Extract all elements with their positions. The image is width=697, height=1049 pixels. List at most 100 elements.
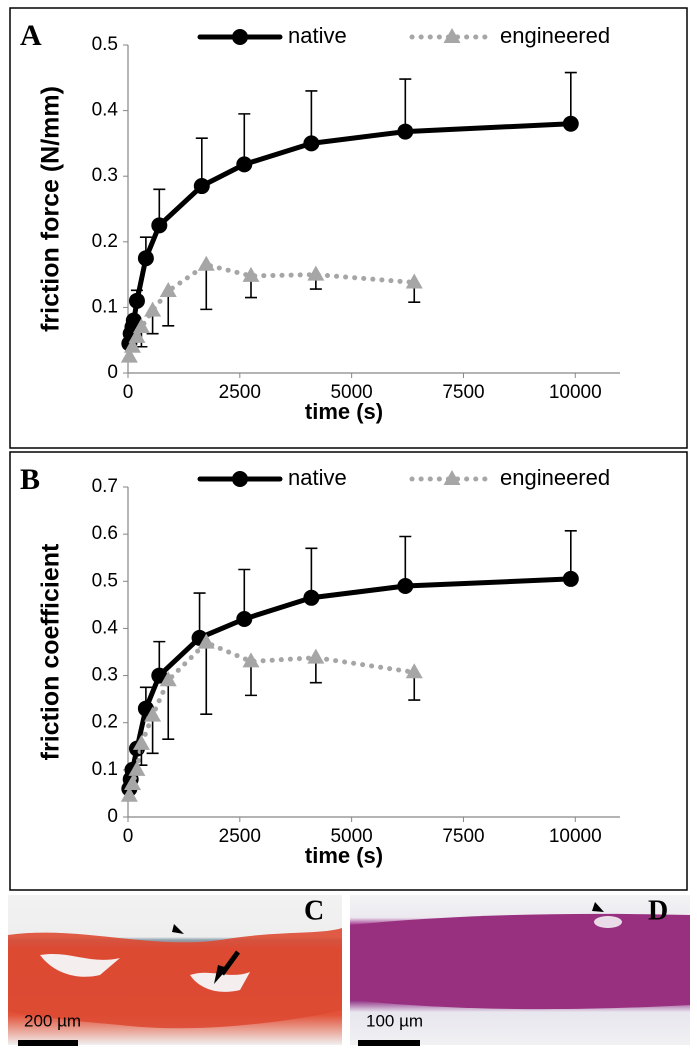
data-point [236, 611, 253, 627]
data-point [132, 318, 150, 334]
tissue-gap [190, 972, 250, 992]
series-line [126, 262, 417, 360]
y-tick-label: 0.5 [92, 570, 118, 591]
panel-frame [9, 7, 688, 449]
x-tick-label: 0 [123, 826, 134, 847]
legend-label: engineered [500, 23, 610, 48]
error-bar [399, 535, 412, 586]
x-tick-label: 2500 [219, 826, 261, 847]
tissue [8, 928, 342, 1029]
y-tick-label: 0 [107, 806, 118, 827]
tissue-highlight [594, 916, 622, 928]
error-bar [305, 90, 318, 144]
data-point [144, 301, 162, 317]
data-point [236, 156, 253, 173]
data-point [405, 663, 423, 679]
y-tick-label: 0.1 [92, 759, 118, 780]
series-line [126, 576, 574, 792]
legend-label: native [288, 23, 347, 48]
error-bar [305, 547, 318, 598]
panel-frame [9, 451, 688, 891]
data-point [151, 667, 168, 684]
panel-label: B [20, 463, 40, 496]
data-point [144, 706, 162, 722]
y-tick-label: 0 [107, 362, 118, 383]
series-line [126, 121, 574, 346]
y-axis-label: friction force (N/mm) [37, 86, 65, 332]
panel-label: A [20, 19, 42, 52]
x-tick-label: 10000 [549, 382, 602, 403]
scale-bar-label: 200 µm [24, 1011, 81, 1030]
x-tick-label: 7500 [442, 382, 484, 403]
data-point [128, 327, 146, 343]
data-point [159, 671, 177, 687]
arrowhead [172, 924, 184, 934]
data-point [159, 282, 177, 297]
data-point [405, 273, 423, 289]
data-point [151, 217, 168, 234]
y-tick-label: 0.3 [92, 165, 118, 186]
data-point [397, 123, 414, 140]
x-tick-label: 5000 [330, 826, 372, 847]
y-tick-label: 0.7 [92, 476, 118, 497]
legend-marker [232, 29, 248, 45]
data-point [137, 250, 154, 267]
legend-label: engineered [500, 465, 610, 490]
error-bar [238, 113, 251, 165]
data-point [397, 578, 414, 594]
tissue [350, 913, 690, 1010]
x-tick-label: 10000 [549, 826, 602, 847]
data-point [307, 648, 325, 664]
x-axis-label: time (s) [305, 399, 383, 424]
data-point [132, 734, 150, 750]
x-tick-label: 0 [123, 382, 134, 403]
data-point [128, 760, 146, 776]
error-bar [200, 642, 213, 716]
error-bar [399, 78, 412, 132]
data-point [123, 337, 141, 353]
data-point [128, 292, 145, 309]
y-tick-label: 0.3 [92, 665, 118, 686]
error-bar [238, 568, 251, 619]
y-tick-label: 0.2 [92, 712, 118, 733]
y-tick-label: 0.4 [92, 617, 119, 638]
data-point [197, 255, 215, 271]
error-bar [146, 715, 159, 755]
x-tick-label: 5000 [330, 382, 372, 403]
y-tick-label: 0.6 [92, 523, 118, 544]
y-axis-label: friction coefficient [37, 543, 65, 760]
legend-marker [232, 471, 248, 487]
error-bar [200, 264, 213, 311]
panel-label: D [648, 895, 668, 926]
data-point [562, 115, 579, 132]
x-axis-label: time (s) [305, 843, 383, 868]
data-point [120, 347, 138, 363]
legend-label: native [288, 465, 347, 490]
x-tick-label: 7500 [442, 826, 484, 847]
error-bar [162, 680, 175, 741]
scale-bar [18, 1040, 78, 1046]
y-tick-label: 0.2 [92, 231, 118, 252]
data-point [242, 652, 260, 668]
data-point [562, 570, 579, 587]
data-point [197, 633, 215, 649]
panel-label: C [304, 895, 324, 926]
error-bar [564, 530, 577, 579]
scale-bar [358, 1040, 420, 1046]
y-tick-label: 0.5 [92, 34, 118, 55]
y-tick-label: 0.1 [92, 296, 118, 317]
data-point [303, 135, 320, 152]
data-point [307, 265, 325, 281]
legend-marker [443, 470, 461, 485]
data-point [123, 775, 141, 790]
x-tick-label: 2500 [219, 382, 261, 403]
data-point [193, 178, 210, 195]
data-point [303, 589, 320, 606]
legend-marker [443, 28, 461, 43]
error-bar [564, 71, 577, 124]
series-line [126, 640, 417, 799]
data-point [242, 266, 260, 282]
y-tick-label: 0.4 [92, 100, 119, 121]
